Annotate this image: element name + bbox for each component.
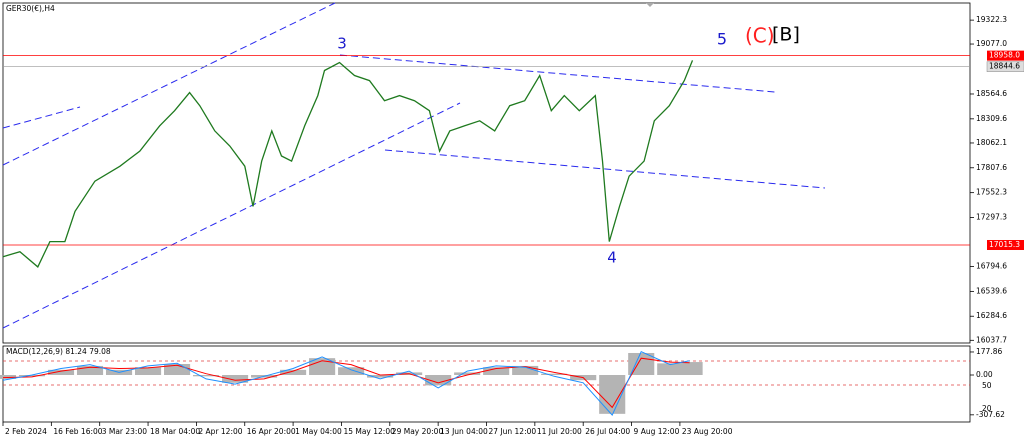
x-tick-label: 1 May 04:00 — [295, 427, 342, 436]
x-tick-label: 16 Feb 16:00 — [53, 427, 102, 436]
level-box — [987, 240, 1024, 251]
x-tick-label: 16 Apr 20:00 — [247, 427, 296, 436]
macd-bar — [193, 375, 220, 377]
trend-line — [384, 149, 826, 189]
trend-line — [2, 106, 81, 129]
macd-bar — [309, 358, 336, 376]
y-tick-label: 177.86 — [976, 347, 1002, 356]
y-tick-label: 16794.6 — [976, 262, 1007, 271]
x-tick-label: 13 Jun 04:00 — [440, 427, 488, 436]
macd-bar — [338, 367, 365, 376]
signal-line — [2, 357, 690, 409]
y-tick-label: 17807.6 — [976, 163, 1007, 172]
macd-bar — [222, 375, 249, 383]
y-tick-label: 17297.3 — [976, 213, 1007, 222]
macd-bar — [76, 365, 104, 376]
macd-bar — [454, 372, 481, 376]
macd-bar — [18, 375, 46, 377]
y-tick-label: 19077.0 — [976, 39, 1007, 48]
y-tick-label: -307.62 — [976, 410, 1005, 419]
y-tick-label: 19322.3 — [976, 15, 1007, 24]
x-tick-label: 18 Mar 04:00 — [150, 427, 200, 436]
price-line — [2, 60, 694, 268]
macd-bar — [47, 369, 75, 376]
macd-bar — [676, 362, 703, 376]
last-price-label: 18844.6 — [989, 62, 1020, 71]
x-tick-label: 2 Feb 2024 — [5, 427, 47, 436]
macd-bar — [541, 373, 568, 376]
x-tick-label: 23 Aug 20:00 — [682, 427, 733, 436]
macd-bar — [134, 367, 162, 376]
x-tick-label: 27 Jun 12:00 — [489, 427, 537, 436]
scale-note: 50 — [982, 381, 992, 390]
x-tick-label: 29 May 20:00 — [392, 427, 444, 436]
macd-bar — [425, 375, 452, 386]
macd-bar — [280, 369, 307, 376]
x-tick-label: 26 Jul 04:00 — [585, 427, 630, 436]
y-tick-label: 0.00 — [976, 370, 993, 379]
macd-bar — [164, 363, 191, 376]
y-tick-label: 17552.3 — [976, 188, 1007, 197]
macd-bar — [483, 367, 510, 376]
wave-label: 3 — [337, 35, 347, 53]
wave-label: [B] — [772, 24, 800, 46]
x-tick-label: 11 Jul 20:00 — [537, 427, 582, 436]
wave-label: (C) — [745, 24, 775, 48]
trend-line — [2, 2, 336, 166]
y-tick-label: 16539.6 — [976, 286, 1007, 295]
trend-line — [2, 102, 461, 329]
x-tick-label: 15 May 12:00 — [343, 427, 395, 436]
macd-bar — [512, 365, 539, 376]
x-tick-label: 3 Mar 23:00 — [102, 427, 148, 436]
y-tick-label: 18309.6 — [976, 114, 1007, 123]
x-tick-label: 2 Apr 12:00 — [198, 427, 242, 436]
y-tick-label: 18564.6 — [976, 89, 1007, 98]
macd-bar — [0, 375, 17, 379]
trend-line — [339, 54, 776, 93]
shift-marker — [646, 3, 654, 7]
level-label: 18958.0 — [989, 51, 1020, 60]
macd-bar — [367, 375, 394, 378]
wave-label: 5 — [717, 30, 727, 49]
x-tick-label: 9 Aug 12:00 — [634, 427, 680, 436]
y-tick-label: 16284.6 — [976, 311, 1007, 320]
y-tick-label: 16037.7 — [976, 335, 1007, 344]
chart-title: GER30(€),H4 — [6, 4, 55, 13]
level-label: 17015.3 — [989, 240, 1020, 249]
level-box — [987, 50, 1024, 61]
macd-bar — [657, 363, 684, 376]
price-panel — [2, 2, 971, 344]
last-price-box — [986, 61, 1024, 72]
scale-note: 20 — [982, 404, 992, 413]
wave-label: 4 — [607, 249, 617, 267]
y-tick-label: 18062.1 — [976, 138, 1007, 147]
macd-title: MACD(12,26,9) 81.24 79.08 — [6, 347, 111, 356]
macd-line — [2, 351, 690, 417]
